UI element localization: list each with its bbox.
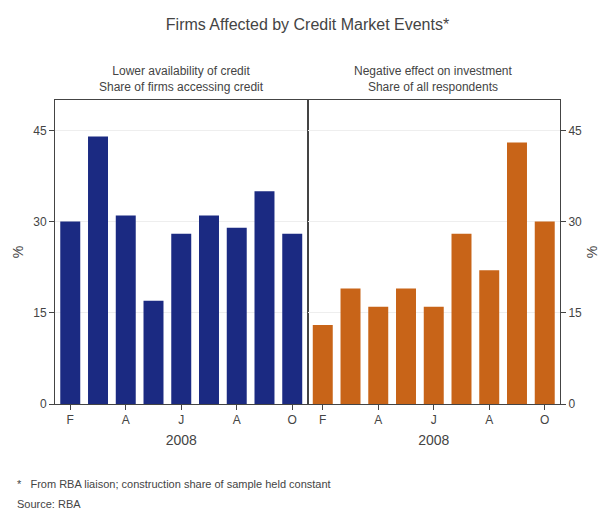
svg-text:O: O <box>288 413 297 427</box>
svg-text:2008: 2008 <box>166 432 197 448</box>
svg-text:Negative effect on investmentS: Negative effect on investmentShare of al… <box>354 64 513 94</box>
svg-text:* From RBA liaison; construc: * From RBA liaison; construction share o… <box>17 478 331 490</box>
svg-text:A: A <box>374 413 382 427</box>
svg-text:Source: RBA: Source: RBA <box>17 498 81 510</box>
svg-text:30: 30 <box>568 215 582 229</box>
svg-text:30: 30 <box>33 215 47 229</box>
svg-text:J: J <box>178 413 184 427</box>
svg-text:0: 0 <box>40 397 47 411</box>
svg-text:J: J <box>431 413 437 427</box>
svg-text:A: A <box>233 413 241 427</box>
svg-text:F: F <box>67 413 74 427</box>
svg-text:A: A <box>485 413 493 427</box>
svg-text:45: 45 <box>568 124 582 138</box>
svg-text:Lower availability of creditSh: Lower availability of creditShare of fir… <box>99 64 264 94</box>
svg-text:2008: 2008 <box>418 432 449 448</box>
svg-text:%: % <box>10 246 26 258</box>
svg-text:O: O <box>540 413 549 427</box>
svg-text:45: 45 <box>33 124 47 138</box>
svg-text:%: % <box>584 246 600 258</box>
svg-text:0: 0 <box>568 397 575 411</box>
svg-text:15: 15 <box>568 306 582 320</box>
svg-text:F: F <box>319 413 326 427</box>
svg-text:15: 15 <box>33 306 47 320</box>
svg-text:A: A <box>122 413 130 427</box>
svg-text:Firms Affected by Credit Marke: Firms Affected by Credit Market Events* <box>166 16 449 33</box>
